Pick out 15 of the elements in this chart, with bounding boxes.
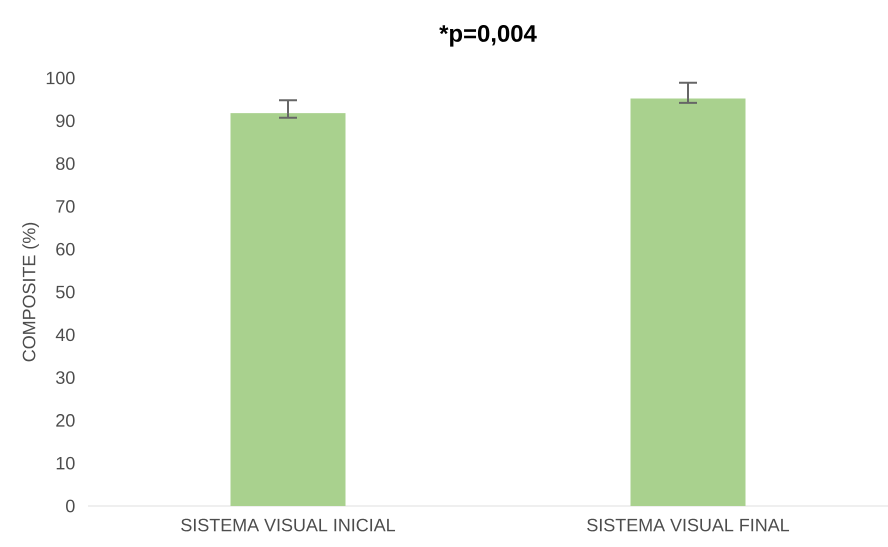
y-tick-label: 20 — [56, 414, 75, 427]
x-tick-label: SISTEMA VISUAL INICIAL — [181, 518, 396, 532]
y-tick-label: 100 — [46, 72, 75, 84]
x-tick-label: SISTEMA VISUAL FINAL — [587, 518, 790, 532]
y-tick-label: 80 — [56, 157, 75, 170]
y-tick-label: 0 — [66, 500, 75, 512]
y-axis-title: COMPOSITE (%) — [22, 222, 39, 362]
y-tick-label: 60 — [56, 242, 75, 256]
y-tick-label: 70 — [56, 200, 75, 213]
y-tick-label: 30 — [56, 371, 75, 384]
y-tick-label: 50 — [56, 286, 75, 298]
y-tick-label: 40 — [56, 328, 75, 342]
chart-title: *p=0,004 — [439, 24, 537, 47]
y-tick-label: 10 — [56, 456, 75, 470]
y-tick-label: 90 — [56, 114, 75, 128]
